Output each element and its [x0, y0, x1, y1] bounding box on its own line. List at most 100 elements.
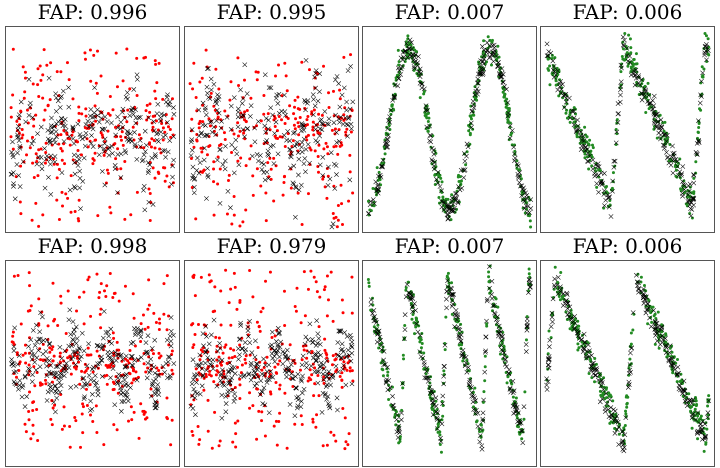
data-point-cross: [448, 285, 454, 291]
data-point-dot: [475, 419, 479, 423]
data-point-dot: [329, 430, 333, 434]
data-point-dot: [238, 224, 242, 228]
data-point-cross: [95, 392, 101, 398]
data-point-dot: [568, 120, 572, 124]
data-point-cross: [83, 130, 89, 136]
data-point-cross: [558, 90, 564, 96]
data-point-dot: [218, 167, 222, 171]
data-point-cross: [228, 377, 233, 383]
data-point-cross: [544, 53, 550, 59]
data-point-cross: [192, 176, 198, 181]
data-point-dot: [348, 369, 352, 373]
data-point-dot: [195, 139, 199, 143]
data-point-dot: [334, 352, 338, 356]
data-point-dot: [260, 368, 264, 372]
data-point-cross: [119, 399, 125, 404]
data-point-cross: [310, 340, 316, 346]
data-point-cross: [544, 376, 550, 382]
data-point-dot: [191, 322, 195, 326]
data-point-cross: [423, 103, 429, 109]
data-point-cross: [85, 118, 91, 124]
data-point-dot: [251, 295, 255, 299]
data-point-dot: [170, 97, 174, 101]
data-point-dot: [236, 134, 240, 138]
data-point-dot: [273, 334, 277, 338]
data-point-dot: [520, 437, 524, 441]
data-point-cross: [686, 189, 692, 194]
data-point-dot: [594, 362, 598, 366]
data-point-dot: [426, 119, 430, 123]
data-point-cross: [71, 337, 76, 343]
data-point-dot: [11, 341, 15, 345]
data-point-cross: [548, 324, 554, 329]
data-point-cross: [402, 312, 408, 318]
data-point-cross: [396, 75, 402, 81]
data-point-dot: [322, 64, 326, 68]
data-point-dot: [243, 110, 247, 114]
data-point-dot: [440, 180, 444, 184]
data-point-dot: [378, 178, 382, 182]
data-point-cross: [390, 97, 396, 103]
data-point-cross: [643, 310, 649, 316]
data-point-cross: [290, 376, 296, 381]
data-point-cross: [149, 362, 154, 368]
data-point-dot: [166, 363, 170, 367]
data-point-dot: [256, 70, 260, 74]
data-point-cross: [54, 386, 60, 392]
data-point-cross: [71, 141, 77, 146]
data-point-cross: [666, 358, 672, 364]
data-point-cross: [189, 137, 195, 143]
data-point-dot: [342, 118, 346, 122]
data-point-cross: [344, 353, 350, 359]
data-point-cross: [213, 132, 219, 137]
data-point-cross: [134, 72, 140, 78]
data-point-cross: [209, 332, 214, 338]
data-point-cross: [110, 151, 115, 156]
data-point-cross: [190, 357, 196, 363]
data-point-dot: [215, 133, 219, 137]
data-point-cross: [171, 134, 177, 140]
data-point-dot: [415, 72, 419, 76]
data-point-cross: [441, 381, 447, 387]
plot-area: [184, 260, 359, 467]
data-point-cross: [61, 373, 67, 379]
data-point-dot: [406, 34, 410, 38]
data-point-cross: [417, 66, 423, 72]
data-point-cross: [700, 70, 706, 76]
data-point-cross: [470, 399, 476, 405]
data-point-cross: [46, 75, 52, 81]
data-point-dot: [527, 272, 531, 276]
data-point-cross: [310, 92, 316, 98]
data-point-cross: [368, 198, 374, 204]
data-point-dot: [160, 121, 164, 125]
data-point-cross: [694, 431, 700, 436]
data-point-cross: [368, 297, 374, 303]
data-point-dot: [191, 275, 195, 279]
data-point-dot: [99, 282, 103, 286]
data-point-cross: [15, 134, 21, 140]
data-point-cross: [315, 340, 320, 346]
data-point-cross: [421, 359, 427, 365]
data-point-dot: [341, 311, 345, 315]
data-point-cross: [371, 318, 377, 324]
data-point-cross: [44, 363, 50, 369]
data-point-cross: [414, 321, 419, 327]
data-point-cross: [313, 70, 319, 76]
data-point-dot: [367, 281, 371, 285]
data-point-cross: [211, 81, 217, 87]
data-point-cross: [124, 136, 130, 142]
data-point-cross: [232, 395, 238, 401]
data-point-cross: [653, 112, 659, 117]
data-point-cross: [66, 343, 72, 349]
data-point-dot: [192, 398, 196, 402]
data-point-cross: [601, 171, 607, 176]
data-point-cross: [113, 353, 119, 358]
data-point-dot: [167, 343, 171, 347]
data-point-dot: [332, 145, 336, 149]
data-point-dot: [307, 68, 311, 72]
data-point-cross: [418, 354, 424, 360]
data-point-dot: [503, 92, 507, 96]
data-point-cross: [34, 161, 40, 167]
data-point-dot: [208, 144, 212, 148]
data-point-dot: [443, 210, 447, 214]
